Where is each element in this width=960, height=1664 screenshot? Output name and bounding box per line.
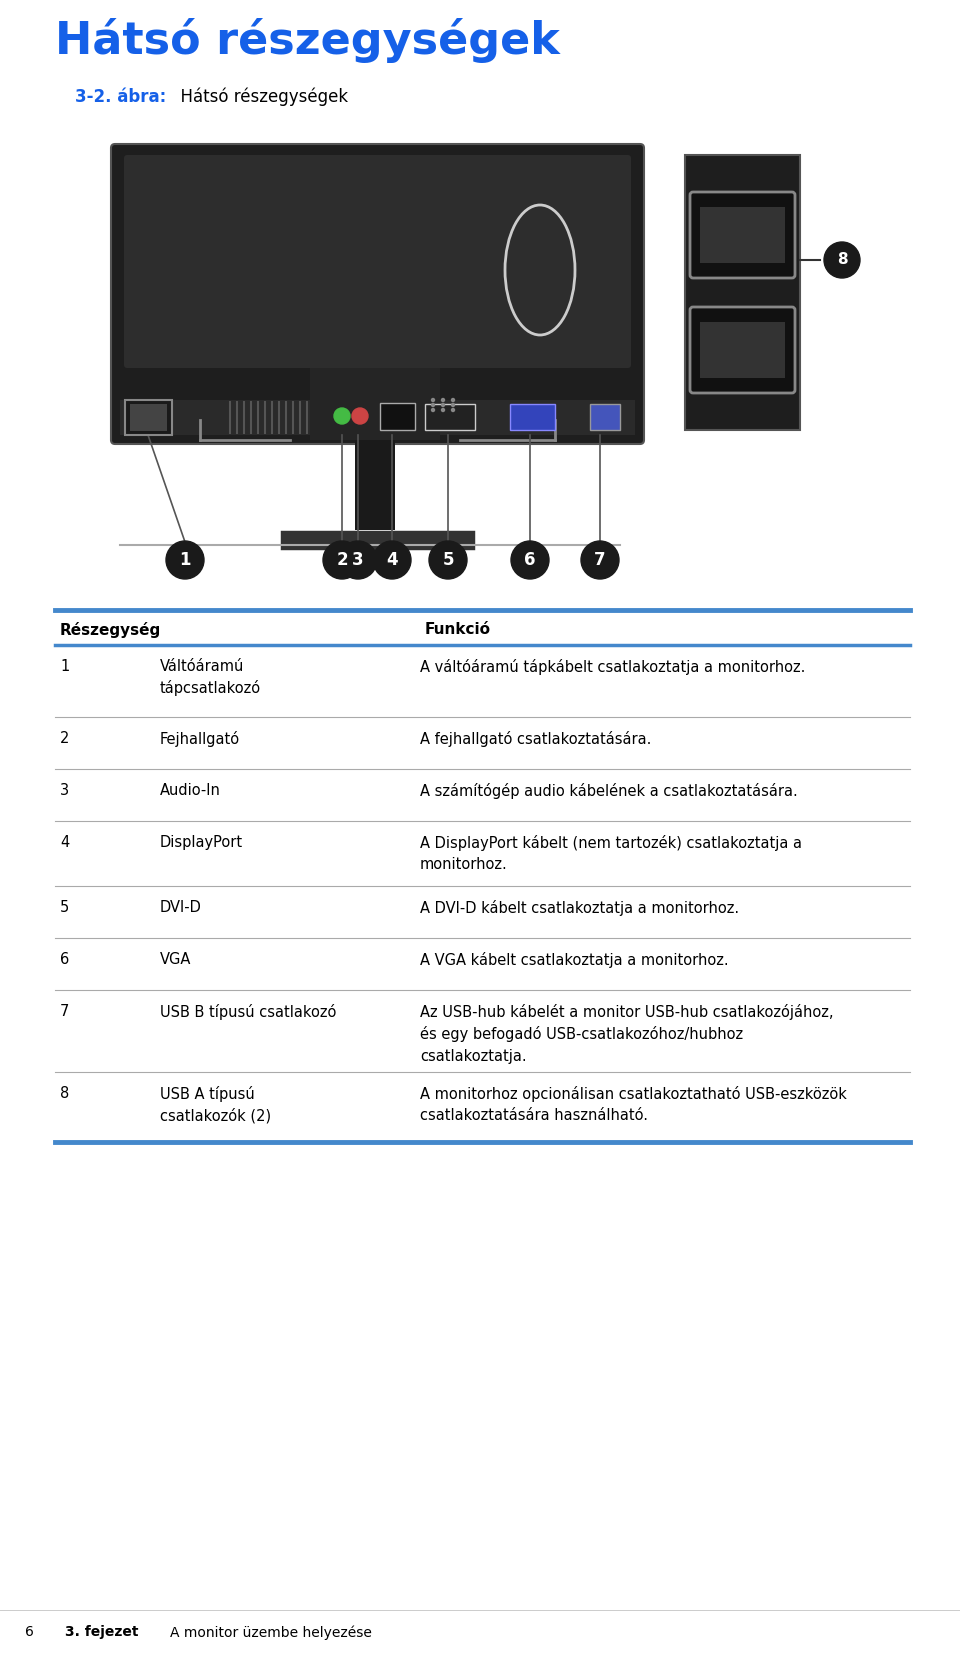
Circle shape <box>581 541 619 579</box>
FancyBboxPatch shape <box>690 306 795 393</box>
Circle shape <box>166 541 204 579</box>
Text: 3: 3 <box>352 551 364 569</box>
Circle shape <box>431 408 435 411</box>
Text: 2: 2 <box>60 730 69 745</box>
Text: DisplayPort: DisplayPort <box>160 835 243 850</box>
Text: DVI-D: DVI-D <box>160 900 202 915</box>
Text: A DisplayPort kábelt (nem tartozék) csatlakoztatja a
monitorhoz.: A DisplayPort kábelt (nem tartozék) csat… <box>420 835 802 872</box>
Text: Audio-In: Audio-In <box>160 784 221 799</box>
Circle shape <box>323 541 361 579</box>
Text: 5: 5 <box>60 900 69 915</box>
Circle shape <box>451 403 454 406</box>
Circle shape <box>431 403 435 406</box>
Circle shape <box>451 398 454 401</box>
FancyBboxPatch shape <box>130 404 167 431</box>
Text: 7: 7 <box>594 551 606 569</box>
Circle shape <box>352 408 368 424</box>
Text: USB B típusú csatlakozó: USB B típusú csatlakozó <box>160 1003 336 1020</box>
Text: 6: 6 <box>524 551 536 569</box>
FancyBboxPatch shape <box>355 439 395 531</box>
Circle shape <box>442 408 444 411</box>
Text: 5: 5 <box>443 551 454 569</box>
Text: A váltóáramú tápkábelt csatlakoztatja a monitorhoz.: A váltóáramú tápkábelt csatlakoztatja a … <box>420 659 805 676</box>
Text: VGA: VGA <box>160 952 191 967</box>
Text: 3. fejezet: 3. fejezet <box>65 1626 138 1639</box>
FancyBboxPatch shape <box>111 145 644 444</box>
Text: 1: 1 <box>60 659 69 674</box>
Text: A monitor üzembe helyezése: A monitor üzembe helyezése <box>170 1626 372 1639</box>
Text: Váltóáramú
tápcsatlakozó: Váltóáramú tápcsatlakozó <box>160 659 261 697</box>
Text: Az USB-hub kábelét a monitor USB-hub csatlakozójához,
és egy befogadó USB-csatla: Az USB-hub kábelét a monitor USB-hub csa… <box>420 1003 833 1063</box>
Text: 8: 8 <box>60 1087 69 1102</box>
Circle shape <box>429 541 467 579</box>
Circle shape <box>511 541 549 579</box>
FancyBboxPatch shape <box>120 399 635 434</box>
Text: 4: 4 <box>386 551 397 569</box>
FancyBboxPatch shape <box>125 399 172 434</box>
Text: A monitorhoz opcionálisan csatlakoztatható USB-eszközök
csatlakoztatására haszná: A monitorhoz opcionálisan csatlakoztatha… <box>420 1087 847 1123</box>
Text: 6: 6 <box>25 1626 34 1639</box>
FancyBboxPatch shape <box>510 404 555 429</box>
Text: Hátsó részegységek: Hátsó részegységek <box>55 18 560 63</box>
Circle shape <box>334 408 350 424</box>
Text: USB A típusú
csatlakozók (2): USB A típusú csatlakozók (2) <box>160 1087 271 1123</box>
Text: 4: 4 <box>60 835 69 850</box>
Circle shape <box>442 398 444 401</box>
Text: Funkció: Funkció <box>425 622 491 637</box>
Text: 2: 2 <box>336 551 348 569</box>
FancyBboxPatch shape <box>124 155 631 368</box>
FancyBboxPatch shape <box>700 323 785 378</box>
FancyBboxPatch shape <box>690 191 795 278</box>
Text: 7: 7 <box>60 1003 69 1018</box>
Circle shape <box>451 408 454 411</box>
Text: Fejhallgató: Fejhallgató <box>160 730 240 747</box>
Text: 1: 1 <box>180 551 191 569</box>
FancyBboxPatch shape <box>380 403 415 429</box>
Text: A VGA kábelt csatlakoztatja a monitorhoz.: A VGA kábelt csatlakoztatja a monitorhoz… <box>420 952 729 968</box>
FancyBboxPatch shape <box>425 404 475 429</box>
Circle shape <box>824 241 860 278</box>
FancyBboxPatch shape <box>700 206 785 263</box>
Circle shape <box>339 541 377 579</box>
Circle shape <box>373 541 411 579</box>
Text: 3: 3 <box>60 784 69 799</box>
Text: A fejhallgató csatlakoztatására.: A fejhallgató csatlakoztatására. <box>420 730 652 747</box>
Text: 6: 6 <box>60 952 69 967</box>
Circle shape <box>442 403 444 406</box>
FancyBboxPatch shape <box>590 404 620 429</box>
Circle shape <box>431 398 435 401</box>
Text: A számítógép audio kábelének a csatlakoztatására.: A számítógép audio kábelének a csatlakoz… <box>420 784 798 799</box>
Text: Hátsó részegységek: Hátsó részegységek <box>170 88 348 106</box>
Text: 8: 8 <box>837 253 848 268</box>
Text: Részegység: Részegység <box>60 622 161 637</box>
Text: A DVI-D kábelt csatlakoztatja a monitorhoz.: A DVI-D kábelt csatlakoztatja a monitorh… <box>420 900 739 915</box>
Text: 3-2. ábra:: 3-2. ábra: <box>75 88 166 106</box>
FancyBboxPatch shape <box>310 368 440 439</box>
FancyBboxPatch shape <box>685 155 800 429</box>
